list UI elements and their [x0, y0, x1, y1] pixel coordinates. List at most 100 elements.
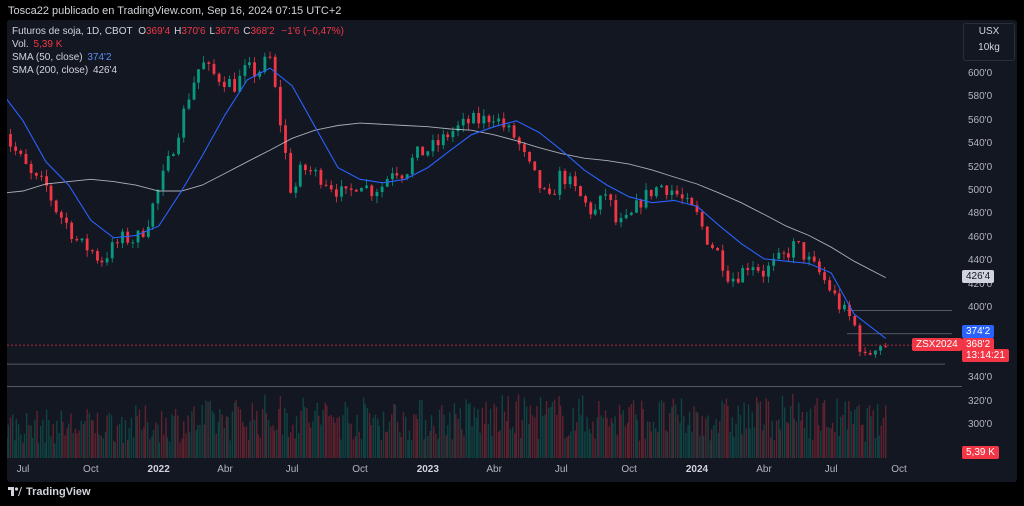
volume-bar	[878, 435, 880, 458]
candle-body	[40, 175, 43, 177]
legend-ohlc-value-c: 368'2	[250, 26, 275, 37]
volume-bar	[717, 433, 720, 458]
candle-body	[80, 238, 84, 241]
volume-bar	[559, 405, 562, 458]
volume-bar	[308, 422, 310, 458]
x-tick-label: Oct	[621, 464, 637, 475]
volume-bar	[816, 397, 818, 458]
candle-body	[49, 185, 53, 201]
volume-bar	[28, 425, 30, 458]
volume-bar	[399, 432, 401, 458]
volume-bar	[441, 405, 443, 458]
volume-bar	[155, 422, 157, 458]
volume-bar	[525, 406, 528, 458]
candle-body	[416, 146, 419, 158]
volume-bar	[324, 402, 327, 458]
volume-bar	[317, 415, 320, 458]
volume-bar	[485, 402, 487, 458]
volume-bar	[430, 415, 433, 458]
volume-bar	[479, 432, 481, 458]
volume-bar	[695, 411, 697, 458]
volume-bar	[281, 434, 284, 458]
candle-body	[9, 134, 12, 147]
volume-bar	[294, 438, 296, 458]
volume-bar	[358, 431, 360, 458]
volume-bar	[465, 399, 467, 458]
candle-body	[726, 270, 730, 282]
volume-bar	[885, 405, 887, 458]
volume-bar	[20, 434, 22, 458]
volume-bar	[660, 400, 663, 458]
volume-bar	[635, 414, 637, 458]
volume-bar	[727, 405, 729, 458]
volume-bar	[433, 426, 435, 458]
volume-bar	[223, 428, 226, 458]
volume-bar	[598, 401, 600, 458]
candle-body	[665, 185, 669, 195]
x-tick-label: Abr	[756, 464, 772, 475]
volume-bar	[342, 415, 344, 458]
volume-bar	[528, 424, 530, 458]
volume-bar	[350, 423, 352, 458]
candle-body	[741, 268, 745, 283]
volume-bar	[741, 434, 743, 458]
horizontal-levels-layer	[7, 309, 962, 387]
volume-bar	[122, 443, 124, 458]
volume-bar	[128, 428, 130, 458]
volume-bar	[671, 406, 673, 458]
volume-bar	[284, 408, 286, 458]
volume-bar	[834, 432, 836, 458]
volume-bar	[731, 417, 734, 458]
volume-bar	[106, 415, 108, 458]
candle-body	[65, 217, 68, 223]
candle-body	[90, 250, 94, 252]
chart-panel[interactable]: Futuros de soja, 1D, CBOT O369'4 H370'6 L3…	[7, 20, 1017, 482]
volume-bar	[682, 415, 685, 458]
candle-body	[349, 188, 353, 190]
volume-bar	[531, 415, 534, 458]
volume-bar	[499, 429, 501, 458]
volume-bar	[286, 412, 288, 458]
tradingview-logo[interactable]: TradingView	[8, 486, 91, 498]
price-chart[interactable]	[7, 20, 1017, 482]
candle-body	[298, 164, 302, 187]
currency-unit-selector[interactable]: USX 10kg	[963, 23, 1015, 61]
candle-body	[497, 118, 501, 122]
candle-body	[736, 278, 740, 283]
volume-bar	[495, 407, 498, 458]
volume-bar	[624, 426, 627, 458]
volume-bar	[622, 410, 624, 458]
y-tick-label: 300'0	[968, 419, 993, 430]
volume-bar	[572, 407, 574, 458]
volume-bar	[493, 403, 495, 458]
volume-bar	[606, 417, 608, 458]
volume-bar	[814, 405, 816, 458]
volume-bar	[237, 406, 240, 458]
y-tick-label: 580'0	[968, 91, 993, 103]
volume-bar	[264, 394, 266, 458]
volume-bar	[642, 408, 644, 458]
legend-ohlc-value-l: 367'6	[215, 26, 240, 37]
volume-bar	[424, 419, 427, 458]
candle-body	[598, 195, 602, 210]
candle-body	[553, 193, 557, 195]
volume-bar	[402, 412, 405, 458]
volume-bar	[78, 430, 80, 458]
candle-body	[14, 146, 18, 151]
volume-bar	[632, 400, 635, 458]
volume-bar	[523, 397, 526, 458]
volume-bar	[225, 416, 228, 458]
volume-bar	[227, 416, 229, 458]
y-tick-label: 480'0	[968, 208, 993, 220]
volume-bar	[511, 427, 514, 458]
volume-bar	[828, 427, 830, 458]
volume-bar	[173, 416, 175, 458]
x-tick-label: Oct	[352, 464, 368, 475]
volume-bar	[830, 428, 832, 458]
candle-body	[131, 242, 135, 244]
volume-bar	[415, 414, 417, 458]
legend-ohlc-label-c: C	[243, 26, 251, 37]
volume-bar	[823, 400, 826, 458]
candle-body	[711, 244, 714, 248]
volume-bar	[124, 420, 127, 458]
